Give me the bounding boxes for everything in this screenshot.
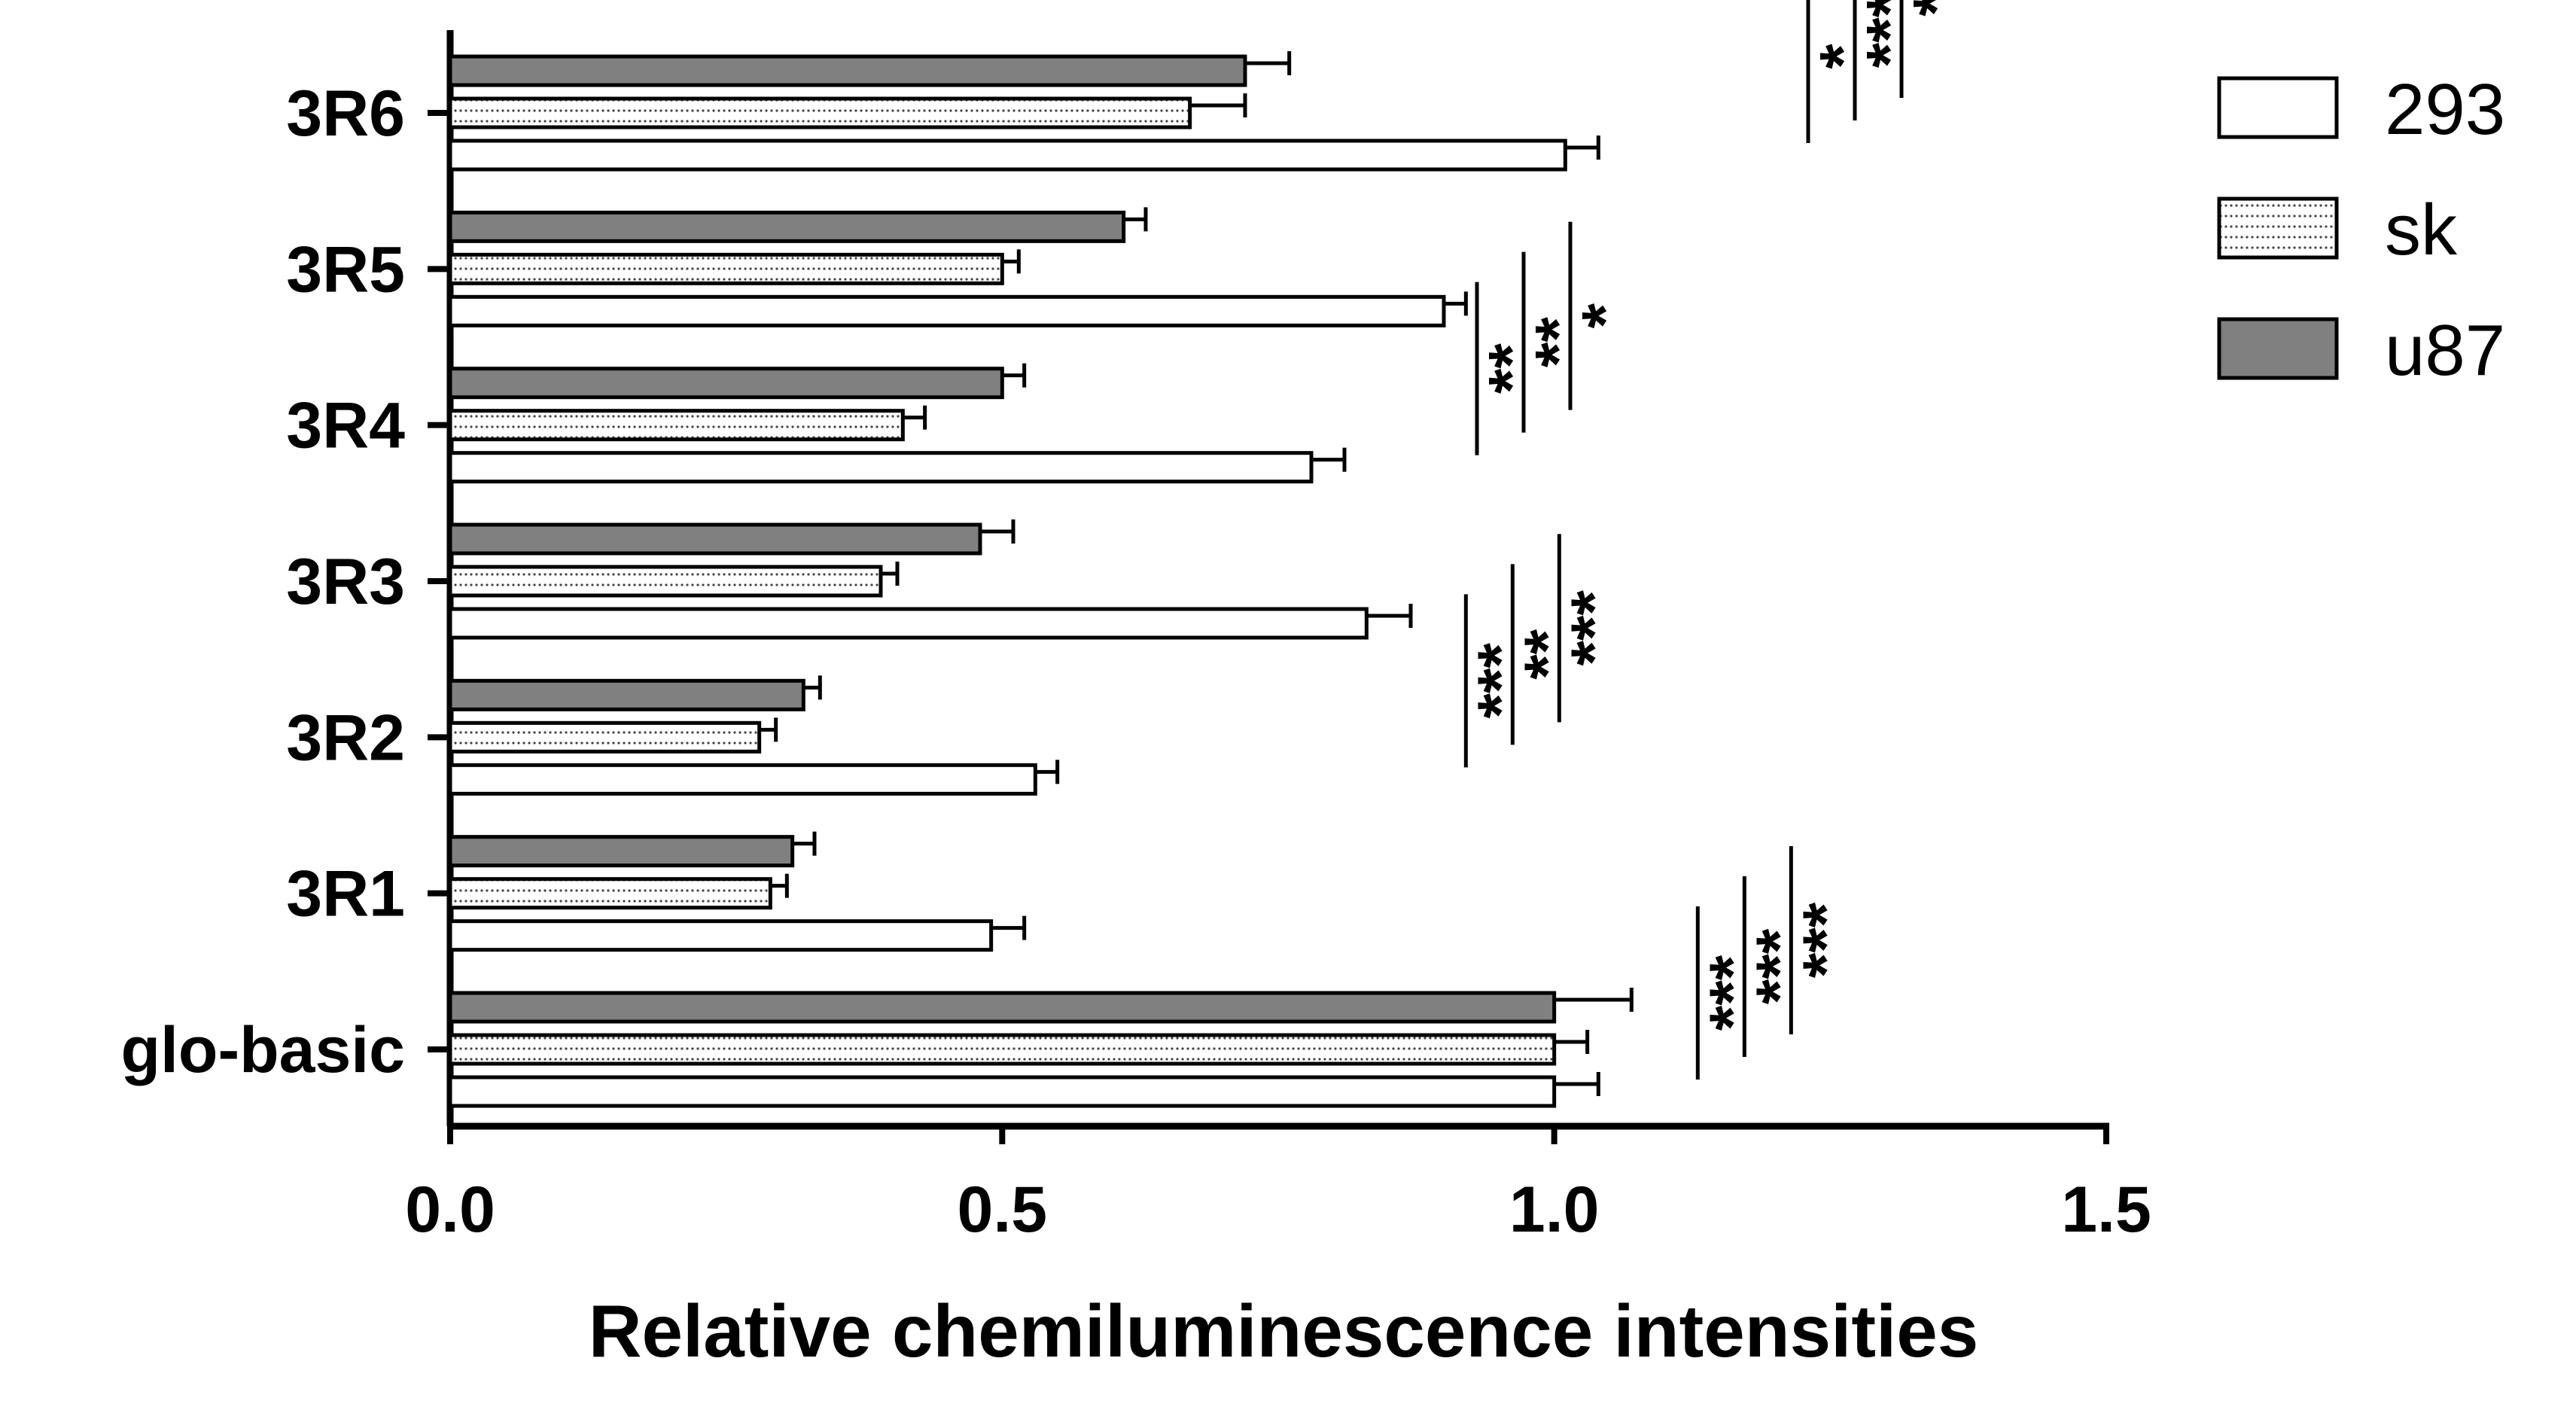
x-tick-label: 0.5 — [958, 1174, 1048, 1246]
bar — [448, 678, 805, 711]
x-tick-label: 1.5 — [2061, 1174, 2151, 1246]
legend: 293 sk u87 — [2217, 69, 2505, 391]
significance-stars: *** — [1790, 902, 1862, 978]
significance-stars: *** — [1743, 928, 1816, 1004]
y-tick-label: 3R1 — [286, 858, 405, 930]
bar — [448, 1033, 1557, 1066]
significance-stars: ** — [1476, 343, 1548, 394]
bar — [448, 1075, 1557, 1108]
axes: 0.0 0.5 1.0 1.5 glo-basic 3R1 3R2 3R3 3R4 3R5 3R6 — [120, 30, 2151, 1246]
significance-stars: * — [1807, 44, 1880, 69]
bar — [448, 367, 1004, 400]
bar — [448, 54, 1247, 87]
bar — [448, 210, 1126, 243]
y-tick-label: 3R2 — [286, 702, 405, 774]
significance-stars: *** — [1854, 0, 1926, 68]
y-tick-label: 3R5 — [286, 233, 405, 306]
legend-swatch — [2217, 196, 2339, 260]
bars — [448, 51, 1634, 1108]
y-tick-label: glo-basic — [120, 1014, 405, 1086]
significance-stars: * — [1570, 303, 1642, 328]
y-tick-label: 3R3 — [286, 546, 405, 618]
bar — [448, 409, 905, 442]
significance-stars: * — [1901, 0, 1973, 17]
significance-stars: *** — [1697, 955, 1769, 1031]
bar — [448, 139, 1567, 172]
significance-stars: *** — [1558, 590, 1631, 666]
bar — [448, 919, 994, 952]
bar — [448, 991, 1557, 1024]
legend-swatch — [2217, 76, 2339, 139]
x-tick-label: 1.0 — [1509, 1174, 1600, 1246]
y-tick-label: 3R6 — [286, 78, 405, 150]
bar — [448, 763, 1037, 796]
bar — [448, 252, 1004, 285]
bar — [448, 720, 762, 754]
significance-stars: ** — [1512, 629, 1584, 679]
y-tick-label: 3R4 — [286, 390, 405, 462]
significance-stars: ** — [1523, 317, 1595, 367]
bar — [448, 877, 772, 910]
legend-label: u87 — [2385, 310, 2505, 391]
bar — [448, 835, 795, 868]
significance-annotations: *************************** — [1463, 0, 1973, 1080]
bar — [448, 96, 1192, 129]
bar — [448, 294, 1446, 327]
legend-swatch — [2217, 317, 2339, 380]
legend-label: sk — [2385, 190, 2458, 270]
bar — [448, 451, 1314, 484]
x-tick-label: 0.0 — [405, 1174, 495, 1246]
x-axis-title: Relative chemiluminescence intensities — [589, 1290, 1978, 1372]
legend-label: 293 — [2385, 69, 2505, 150]
bar — [448, 522, 982, 556]
significance-stars: *** — [1465, 643, 1537, 719]
bar — [448, 607, 1369, 640]
bar — [448, 565, 883, 598]
